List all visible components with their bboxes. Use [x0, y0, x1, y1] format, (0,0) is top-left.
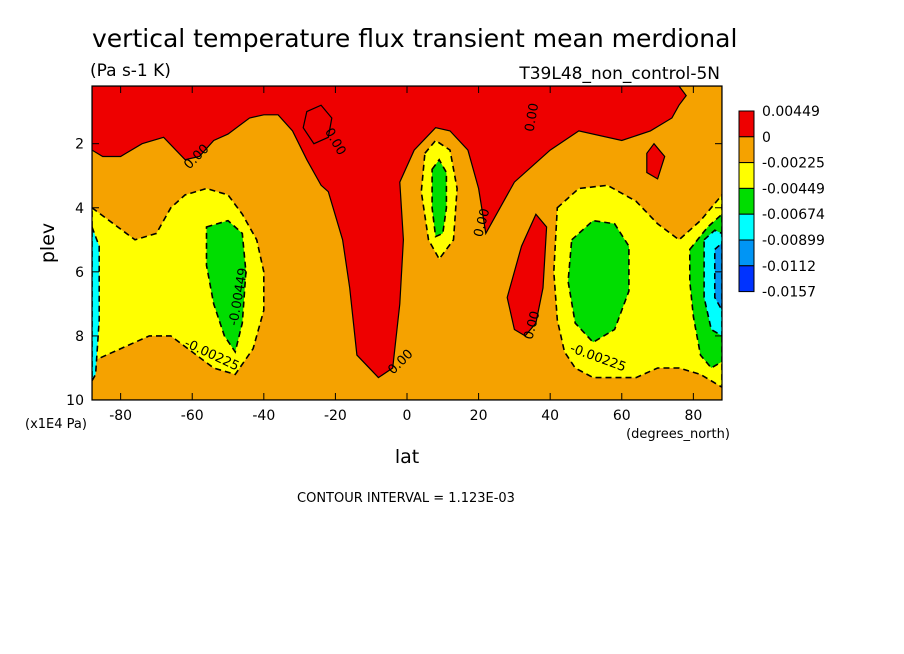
colorbar-label-7: -0.0157 — [762, 285, 816, 301]
contour-interval-note: CONTOUR INTERVAL = 1.123E-03 — [297, 491, 515, 506]
y-tick-label-0: 2 — [75, 137, 84, 153]
colorbar-swatch-0 — [738, 110, 755, 138]
contour-fills — [92, 86, 722, 400]
x-tick-label-3: -20 — [324, 408, 347, 424]
colorbar-swatch-4 — [738, 213, 755, 241]
x-tick-label-5: 20 — [470, 408, 488, 424]
contour-region-2 — [302, 104, 333, 145]
x-tick-label-0: -80 — [109, 408, 132, 424]
x-tick-label-2: -40 — [252, 408, 275, 424]
y-tick-label-4: 10 — [66, 393, 84, 409]
y-tick-label-1: 4 — [75, 201, 84, 217]
contour-region-9 — [567, 219, 630, 344]
y-axis-units: (x1E4 Pa) — [25, 417, 87, 432]
x-tick-label-4: 0 — [403, 408, 412, 424]
x-axis-units: (degrees_north) — [626, 427, 730, 442]
colorbar-label-5: -0.00899 — [762, 233, 825, 249]
colorbar-label-2: -0.00225 — [762, 156, 825, 172]
contour-label-2: 0.00 — [523, 102, 543, 133]
chart-title: vertical temperature flux transient mean… — [92, 24, 737, 53]
colorbar-swatch-1 — [738, 136, 755, 164]
colorbar-label-6: -0.0112 — [762, 259, 816, 275]
colorbar-label-4: -0.00674 — [762, 207, 825, 223]
contour-region-1 — [92, 86, 687, 379]
units-label: (Pa s-1 K) — [90, 61, 171, 81]
contour-region-3 — [506, 213, 548, 337]
contour-region-14 — [713, 241, 722, 312]
x-tick-label-8: 80 — [684, 408, 702, 424]
colorbar-legend: 0.00449 0 -0.00225 -0.00449 -0.00674 -0.00899… — [738, 104, 825, 301]
x-tick-label-1: -60 — [181, 408, 204, 424]
colorbar-swatch-3 — [738, 187, 755, 215]
plot-area: 0.00 0.000.000.000.000.00-0.00449-0.00225… — [91, 85, 723, 401]
colorbar-swatch-6 — [738, 265, 755, 293]
colorbar-label-1: 0 — [762, 130, 771, 146]
contour-label-4: 0.00 — [521, 309, 543, 341]
x-axis-label: lat — [395, 446, 419, 468]
colorbar-swatch-2 — [738, 162, 755, 189]
contour-region-10 — [431, 158, 448, 238]
x-tick-label-6: 40 — [541, 408, 559, 424]
run-label: T39L48_non_control-5N — [518, 64, 720, 84]
colorbar-label-0: 0.00449 — [762, 104, 820, 120]
contour-region-12 — [92, 226, 100, 383]
x-tick-label-7: 60 — [613, 408, 631, 424]
y-axis-label: plev — [37, 223, 59, 263]
x-axis: -80 -60 -40 -20 0 20 40 60 80 — [109, 86, 702, 424]
y-tick-label-2: 6 — [75, 265, 84, 281]
contour-label-3: 0.00 — [471, 207, 493, 239]
colorbar-label-3: -0.00449 — [762, 181, 825, 197]
colorbar-swatch-5 — [738, 239, 755, 267]
y-tick-label-3: 8 — [75, 329, 84, 345]
contour-region-4 — [646, 142, 666, 180]
y-axis: 2 4 6 8 10 — [66, 137, 722, 409]
contour-region-8 — [205, 219, 247, 354]
